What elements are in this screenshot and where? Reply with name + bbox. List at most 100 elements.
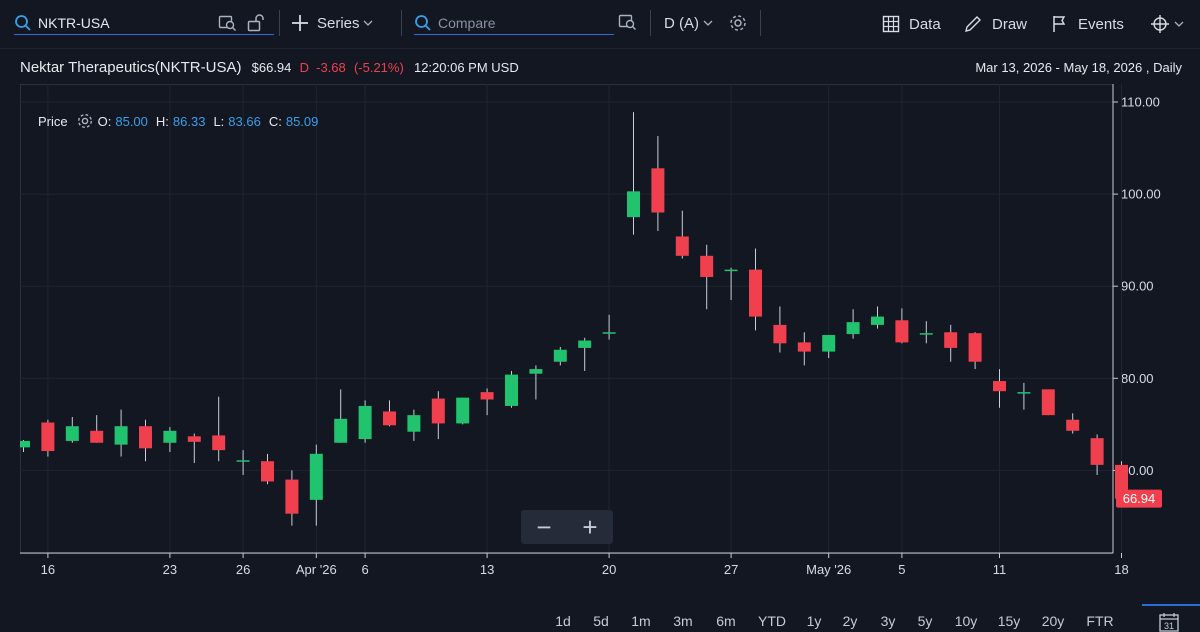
legend-label: Price [38,113,68,129]
candle-body [1041,389,1055,416]
close-value: 85.09 [285,113,319,129]
candle-body [871,316,884,325]
range-button-3m[interactable]: 3m [673,613,693,629]
search-icon [414,14,432,32]
calendar-button[interactable]: 31 [1142,604,1200,632]
candle-body [163,430,177,443]
candle-body [212,435,226,451]
zoom-out-button[interactable]: − [536,511,552,542]
low-value: 83.66 [228,113,261,129]
series-button[interactable]: Series [290,11,373,35]
last-price-label: 66.94 [1123,491,1156,506]
toolbar-divider [650,10,651,36]
candle-body [700,255,714,277]
calendar-day: 31 [1164,621,1174,631]
compare-search[interactable] [414,11,614,35]
price-chart[interactable]: 110.00 100.00 90.00 80.00 70.00 16 23 26 Apr '26… [20,84,1165,584]
toolbar-divider [760,10,761,36]
candle-body [919,333,933,335]
candle-body [993,381,1006,392]
candle-body [602,332,616,334]
compare-input[interactable] [438,14,598,31]
interval-dropdown[interactable]: D (A) [664,11,713,35]
candle-body [944,332,958,348]
y-tick-label: 90.00 [1121,279,1154,294]
data-button[interactable]: Data [882,12,941,36]
candle-body [578,340,592,348]
toolbar-divider [279,10,280,36]
x-tick-label: Apr '26 [296,562,337,577]
symbol-input[interactable]: NKTR-USA [38,14,110,31]
candle-body [236,460,250,462]
plot-frame [20,84,1114,554]
candle-body [1017,392,1031,394]
x-tick-label: May '26 [806,562,851,577]
candle-body [529,369,543,374]
range-button-1d[interactable]: 1d [555,613,571,629]
range-button-5d[interactable]: 5d [593,613,609,629]
high-label: H: [155,113,169,129]
chart-header: Nektar Therapeutics(NKTR-USA) $66.94 D -… [0,48,1200,84]
y-tick-label: 110.00 [1121,95,1160,110]
last-price-marker [1116,489,1162,508]
zoom-in-button[interactable]: + [582,511,598,542]
open-label: O: [97,113,112,129]
range-button-1m[interactable]: 1m [631,613,651,629]
candle-body [358,405,372,440]
chart-canvas[interactable]: 110.00 100.00 90.00 80.00 70.00 16 23 26 Apr '26… [20,84,1165,584]
x-tick-label: 13 [480,562,494,577]
candle-body [285,479,299,514]
x-tick-label: 11 [993,562,1007,577]
range-button-5y[interactable]: 5y [917,613,933,629]
search-icon [14,14,32,32]
candle-body [114,426,128,445]
candle-body [90,430,104,443]
compare-lookup-icon[interactable] [618,13,638,31]
range-button-20y[interactable]: 20y [1041,613,1065,629]
draw-button[interactable]: Draw [964,12,1027,36]
y-tick-label: 100.00 [1121,187,1161,202]
chevron-down-icon [1174,20,1184,28]
symbol-lookup-icon[interactable] [218,14,238,32]
y-tick-label: 80.00 [1121,371,1154,386]
zoom-control: − + [521,510,613,544]
plus-icon [290,13,310,33]
crosshair-dropdown[interactable] [1150,12,1184,36]
series-label: Series [317,14,360,32]
gear-icon[interactable] [728,13,748,33]
calendar-icon: 31 [1159,613,1179,632]
candle-body [724,269,738,272]
range-button-ftr[interactable]: FTR [1086,613,1114,629]
date-range[interactable]: Mar 13, 2026 - May 18, 2026 , Daily [975,60,1182,75]
events-button[interactable]: Events [1052,12,1124,36]
symbol-search[interactable]: NKTR-USA [14,11,274,35]
range-button-ytd[interactable]: YTD [758,613,786,629]
events-label: Events [1078,15,1124,33]
instrument-title: Nektar Therapeutics(NKTR-USA) [20,59,242,76]
candle-body [627,191,640,218]
gear-icon[interactable] [76,112,94,130]
x-tick-label: 16 [41,562,55,577]
range-button-3y[interactable]: 3y [880,613,896,629]
flag-icon [1052,15,1068,33]
range-button-10y[interactable]: 10y [954,613,978,629]
lock-icon[interactable] [246,13,266,33]
range-button-2y[interactable]: 2y [842,613,858,629]
range-button-6m[interactable]: 6m [716,613,736,629]
range-button-15y[interactable]: 15y [997,613,1021,629]
candle-body [651,168,665,213]
price-legend: Price O: 85.00 H: 86.33 L: 83.66 C: 85.0… [38,112,318,130]
candle-body [895,320,909,343]
candle-body [553,349,567,362]
crosshair-icon [1150,14,1170,34]
candle-body [456,397,470,424]
price-change: -3.68 [316,60,346,75]
candle-body [20,440,30,448]
y-tick-label: 70.00 [1121,463,1154,478]
candle-body [407,415,421,432]
high-value: 86.33 [172,113,206,129]
candle-body [261,461,274,482]
candle-body [309,453,323,500]
range-button-1y[interactable]: 1y [806,613,822,629]
price-change-percent: (-5.21%) [353,60,404,75]
